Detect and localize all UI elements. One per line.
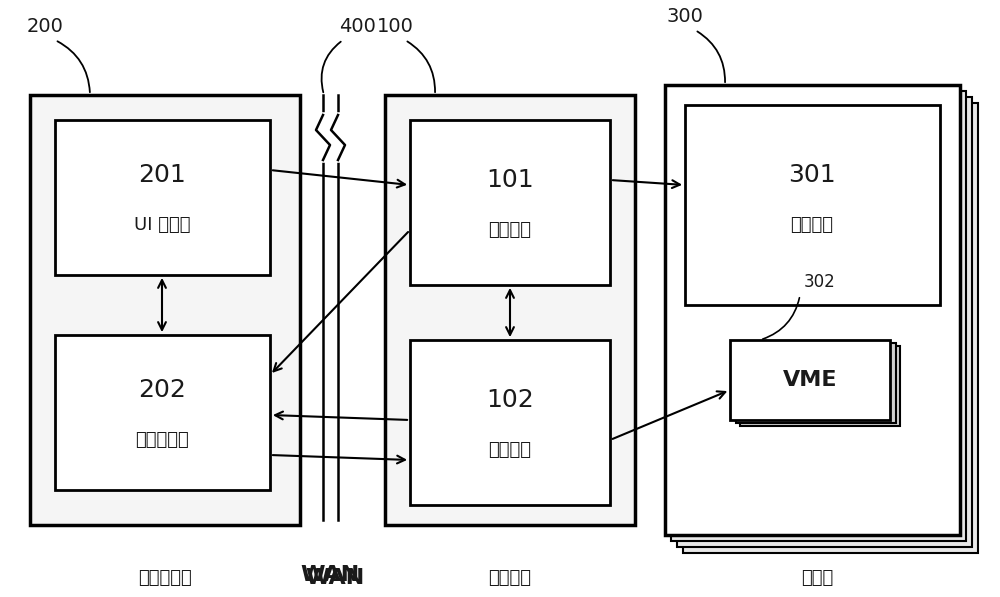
- Text: 300: 300: [667, 8, 703, 26]
- Text: 客户端设备: 客户端设备: [138, 569, 192, 587]
- Bar: [410, 340, 610, 505]
- Bar: [410, 120, 610, 285]
- Bar: [677, 97, 972, 547]
- Text: WAN: WAN: [305, 568, 365, 588]
- Bar: [385, 95, 635, 525]
- Bar: [740, 346, 900, 426]
- Bar: [683, 103, 978, 553]
- Text: 代理客户端: 代理客户端: [135, 431, 189, 449]
- Text: 301: 301: [788, 163, 836, 187]
- Text: 102: 102: [486, 388, 534, 412]
- Text: VME: VME: [783, 370, 837, 390]
- Text: 管理设备: 管理设备: [488, 569, 532, 587]
- Bar: [671, 91, 966, 541]
- Text: 管理服务: 管理服务: [488, 221, 532, 239]
- Text: 代理服务: 代理服务: [488, 441, 532, 459]
- Text: 202: 202: [138, 378, 186, 402]
- Text: 200: 200: [27, 17, 63, 36]
- Bar: [665, 85, 960, 535]
- Bar: [736, 343, 896, 423]
- Bar: [685, 105, 940, 305]
- Text: WAN: WAN: [300, 565, 360, 585]
- Text: 302: 302: [804, 273, 836, 291]
- Bar: [730, 340, 890, 420]
- Bar: [30, 95, 300, 525]
- Bar: [55, 335, 270, 490]
- Text: 100: 100: [377, 17, 413, 36]
- Text: 101: 101: [486, 168, 534, 192]
- Text: UI 客户端: UI 客户端: [134, 216, 190, 234]
- Text: 400: 400: [340, 17, 376, 36]
- Bar: [55, 120, 270, 275]
- Text: 201: 201: [138, 163, 186, 187]
- Text: 主机场: 主机场: [801, 569, 833, 587]
- Text: 虚拟主机: 虚拟主机: [790, 216, 834, 234]
